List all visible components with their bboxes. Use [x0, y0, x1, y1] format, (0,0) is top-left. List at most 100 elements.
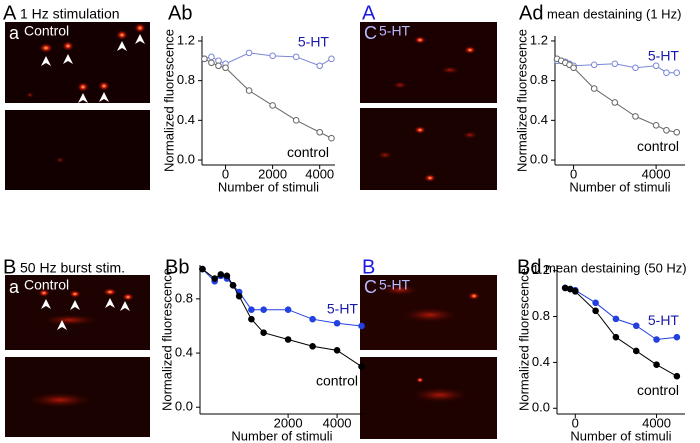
data-point: [328, 55, 335, 63]
image-caption: 5-HT: [379, 277, 411, 293]
data-point: [316, 62, 323, 70]
data-point: [269, 52, 276, 60]
data-point: [653, 361, 660, 369]
series-line: [204, 58, 332, 139]
data-point: [612, 333, 620, 341]
data-point: [590, 61, 598, 69]
image: [5, 110, 150, 190]
puncta: [25, 23, 480, 408]
data-point: [284, 336, 292, 343]
data-point: [333, 319, 341, 327]
y-axis-label: Normalized fluorescence: [514, 29, 529, 172]
image: [360, 22, 497, 103]
series-label: 5-HT: [327, 301, 359, 317]
y-tick-label: 0.0: [532, 400, 550, 415]
data-point: [571, 288, 579, 295]
x-tick-label: 4000: [305, 166, 334, 181]
x-axis-label: Number of stimuli: [569, 179, 670, 194]
data-point: [208, 59, 215, 67]
x-tick-label: 0: [570, 166, 577, 181]
data-point: [632, 347, 640, 355]
data-point: [592, 299, 599, 307]
data-point: [652, 122, 660, 129]
panel-label: B: [362, 256, 375, 278]
x-axis-label: Number of stimuli: [570, 428, 671, 443]
data-point: [260, 329, 267, 337]
series-label: 5-HT: [648, 312, 680, 328]
y-tick-label: 0.0: [177, 151, 195, 166]
micrographs: [5, 22, 497, 439]
data-point: [652, 62, 660, 70]
data-point: [309, 315, 316, 323]
series-label: control: [637, 138, 679, 154]
data-point: [199, 265, 206, 273]
data-point: [215, 62, 222, 70]
y-tick-label: 0.4: [530, 112, 548, 127]
y-tick-label: 0.8: [530, 72, 548, 87]
series-label: control: [637, 382, 679, 398]
data-point: [208, 53, 215, 61]
y-axis-label: Normalized fluorescence: [159, 268, 174, 411]
data-point: [673, 372, 681, 380]
y-tick-label: 0.0: [175, 399, 193, 414]
data-point: [632, 322, 640, 330]
data-point: [673, 128, 681, 136]
chart-subtitle: mean destaining (1 Hz): [547, 6, 681, 21]
data-point: [284, 306, 292, 314]
x-tick-label: 4000: [323, 415, 352, 430]
data-point: [590, 85, 598, 92]
image-caption: 5-HT: [379, 23, 411, 39]
arrowheads: [41, 34, 145, 330]
image-caption: Control: [24, 277, 69, 293]
data-point: [632, 64, 639, 72]
chart-title: Bb: [165, 256, 189, 278]
y-tick-label: 0.8: [175, 290, 193, 305]
x-tick-label: 4000: [642, 166, 671, 181]
y-axis-label: Normalized fluorescence: [161, 29, 176, 172]
data-point: [245, 49, 253, 57]
chart-title: Ad: [519, 2, 543, 24]
data-point: [260, 306, 267, 314]
chart-subtitle: mean destaining (50 Hz): [545, 260, 687, 275]
data-point: [673, 333, 681, 341]
data-point: [309, 342, 316, 350]
x-axis-label: Number of stimuli: [218, 179, 319, 194]
data-point: [222, 64, 229, 72]
x-tick-label: 4000: [642, 415, 671, 430]
series-label: 5-HT: [648, 47, 680, 63]
data-point: [269, 102, 276, 109]
panel-caption: 1 Hz stimulation: [20, 6, 120, 22]
y-tick-label: 0.4: [177, 112, 195, 127]
chart: Bd mean destaining (50 Hz) 0.0 0.4 0.8 1.2 0 40…: [516, 256, 686, 443]
x-tick-label: 2000: [258, 166, 287, 181]
panel-label: A: [3, 2, 17, 24]
data-point: [333, 347, 341, 354]
y-tick-label: 1.2: [532, 262, 550, 277]
panel-label: A: [362, 2, 376, 24]
data-point: [612, 315, 620, 323]
data-point: [663, 69, 670, 77]
data-point: [663, 126, 670, 134]
data-point: [316, 128, 323, 136]
x-tick-label: 0: [222, 166, 229, 181]
y-tick-label: 0.4: [532, 354, 550, 369]
data-point: [632, 113, 639, 120]
series-label: 5-HT: [298, 34, 330, 50]
x-axis-label: Number of stimuli: [231, 428, 332, 443]
image: [5, 275, 150, 350]
y-tick-label: 0.0: [530, 151, 548, 166]
data-point: [358, 363, 365, 370]
image-label: a: [9, 23, 20, 43]
y-tick-label: 0.8: [532, 308, 550, 323]
image-label: C: [364, 277, 377, 297]
panel-caption: 50 Hz burst stim.: [20, 260, 125, 276]
data-point: [611, 99, 619, 106]
x-tick-label: 0: [572, 415, 579, 430]
data-point: [201, 55, 208, 63]
y-tick-label: 1.2: [530, 32, 548, 47]
data-point: [611, 60, 619, 68]
